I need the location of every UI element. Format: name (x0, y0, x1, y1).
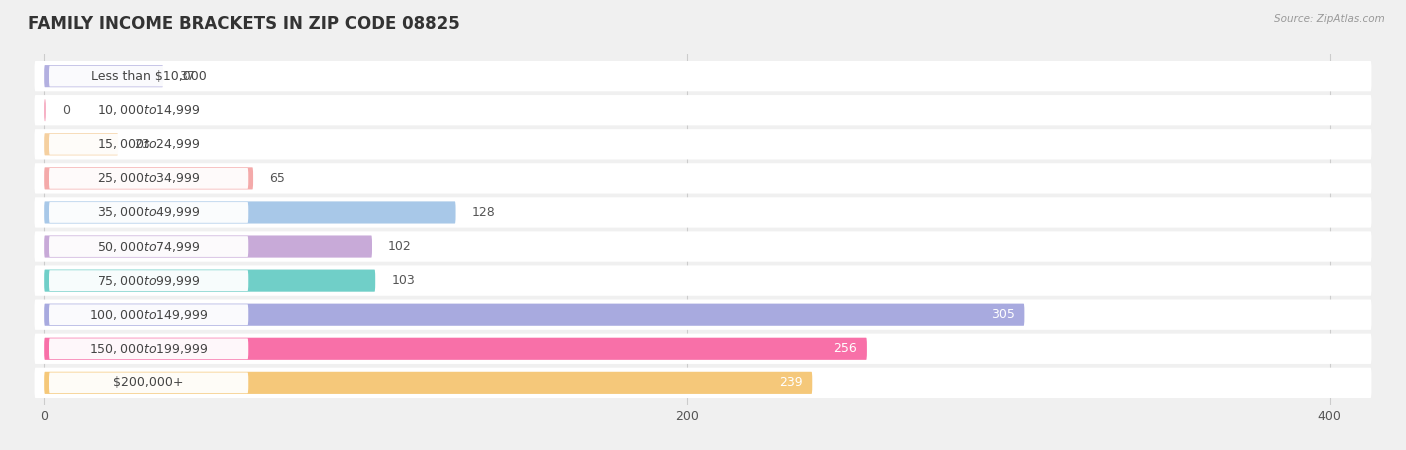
Text: 37: 37 (179, 70, 195, 83)
Text: 305: 305 (991, 308, 1015, 321)
FancyBboxPatch shape (35, 129, 1371, 159)
FancyBboxPatch shape (44, 235, 373, 257)
Text: $10,000 to $14,999: $10,000 to $14,999 (97, 103, 201, 117)
FancyBboxPatch shape (44, 270, 375, 292)
Text: Less than $10,000: Less than $10,000 (91, 70, 207, 83)
FancyBboxPatch shape (49, 236, 249, 257)
Text: 0: 0 (62, 104, 70, 117)
FancyBboxPatch shape (35, 163, 1371, 194)
FancyBboxPatch shape (49, 373, 249, 393)
Text: 102: 102 (388, 240, 412, 253)
FancyBboxPatch shape (35, 368, 1371, 398)
Text: $75,000 to $99,999: $75,000 to $99,999 (97, 274, 201, 288)
Text: $15,000 to $24,999: $15,000 to $24,999 (97, 137, 201, 151)
FancyBboxPatch shape (44, 65, 163, 87)
FancyBboxPatch shape (44, 133, 118, 155)
FancyBboxPatch shape (49, 338, 249, 359)
FancyBboxPatch shape (44, 167, 253, 189)
FancyBboxPatch shape (44, 372, 813, 394)
Text: 103: 103 (391, 274, 415, 287)
FancyBboxPatch shape (35, 61, 1371, 91)
Text: $35,000 to $49,999: $35,000 to $49,999 (97, 206, 201, 220)
FancyBboxPatch shape (49, 168, 249, 189)
Text: $25,000 to $34,999: $25,000 to $34,999 (97, 171, 201, 185)
FancyBboxPatch shape (49, 66, 249, 86)
FancyBboxPatch shape (44, 202, 456, 224)
Text: 65: 65 (269, 172, 285, 185)
FancyBboxPatch shape (49, 304, 249, 325)
FancyBboxPatch shape (44, 99, 46, 122)
Text: 256: 256 (834, 342, 858, 355)
FancyBboxPatch shape (35, 95, 1371, 126)
FancyBboxPatch shape (44, 304, 1025, 326)
FancyBboxPatch shape (35, 300, 1371, 330)
FancyBboxPatch shape (44, 338, 868, 360)
FancyBboxPatch shape (35, 333, 1371, 364)
Text: $200,000+: $200,000+ (114, 376, 184, 389)
Text: $150,000 to $199,999: $150,000 to $199,999 (89, 342, 208, 356)
FancyBboxPatch shape (49, 202, 249, 223)
FancyBboxPatch shape (49, 134, 249, 155)
Text: $50,000 to $74,999: $50,000 to $74,999 (97, 239, 201, 253)
FancyBboxPatch shape (49, 270, 249, 291)
Text: Source: ZipAtlas.com: Source: ZipAtlas.com (1274, 14, 1385, 23)
Text: FAMILY INCOME BRACKETS IN ZIP CODE 08825: FAMILY INCOME BRACKETS IN ZIP CODE 08825 (28, 15, 460, 33)
Text: $100,000 to $149,999: $100,000 to $149,999 (89, 308, 208, 322)
FancyBboxPatch shape (35, 266, 1371, 296)
FancyBboxPatch shape (49, 100, 249, 121)
FancyBboxPatch shape (35, 197, 1371, 228)
FancyBboxPatch shape (35, 231, 1371, 262)
Text: 128: 128 (471, 206, 495, 219)
Text: 23: 23 (134, 138, 150, 151)
Text: 239: 239 (779, 376, 803, 389)
